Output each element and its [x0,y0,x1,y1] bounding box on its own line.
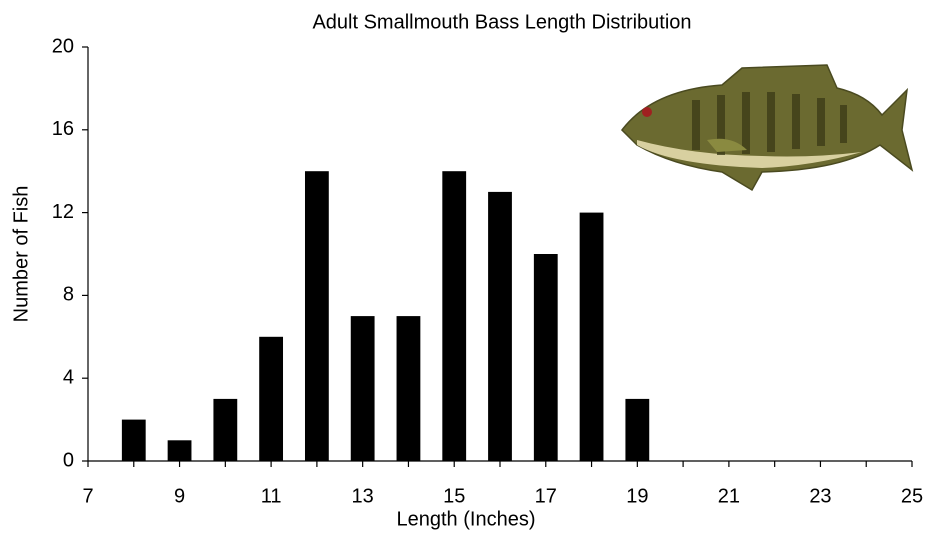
y-tick-label: 12 [52,201,74,223]
bar [625,399,649,461]
x-tick-label: 11 [261,485,282,507]
bar [580,213,604,461]
bar [213,399,237,461]
y-tick-label: 20 [52,35,74,57]
y-tick-label: 16 [52,118,74,140]
x-tick-label: 17 [535,485,557,507]
bar [397,316,421,461]
bar [259,337,283,461]
bar [305,171,329,461]
y-tick-label: 4 [63,366,74,388]
x-tick-label: 7 [82,485,93,507]
y-tick-label: 8 [63,284,74,306]
y-axis-label: Number of Fish [10,186,32,323]
x-tick-label: 9 [174,485,185,507]
chart-title: Adult Smallmouth Bass Length Distributio… [312,11,691,33]
x-tick-label: 13 [352,485,374,507]
x-tick-label: 23 [809,485,831,507]
fish-illustration [622,65,912,190]
bar [168,440,192,461]
bar [442,171,466,461]
bar [488,192,512,461]
x-tick-label: 25 [901,485,923,507]
bar [122,420,146,461]
x-axis-label: Length (Inches) [397,508,536,530]
page: {"chart_data": {"type": "bar", "title": … [0,0,928,533]
bar [351,316,375,461]
x-tick-label: 21 [718,485,740,507]
bar [534,254,558,461]
x-tick-label: 15 [443,485,465,507]
x-tick-label: 19 [626,485,648,507]
chart: Adult Smallmouth Bass Length Distributio… [0,0,928,533]
y-tick-label: 0 [63,449,74,471]
